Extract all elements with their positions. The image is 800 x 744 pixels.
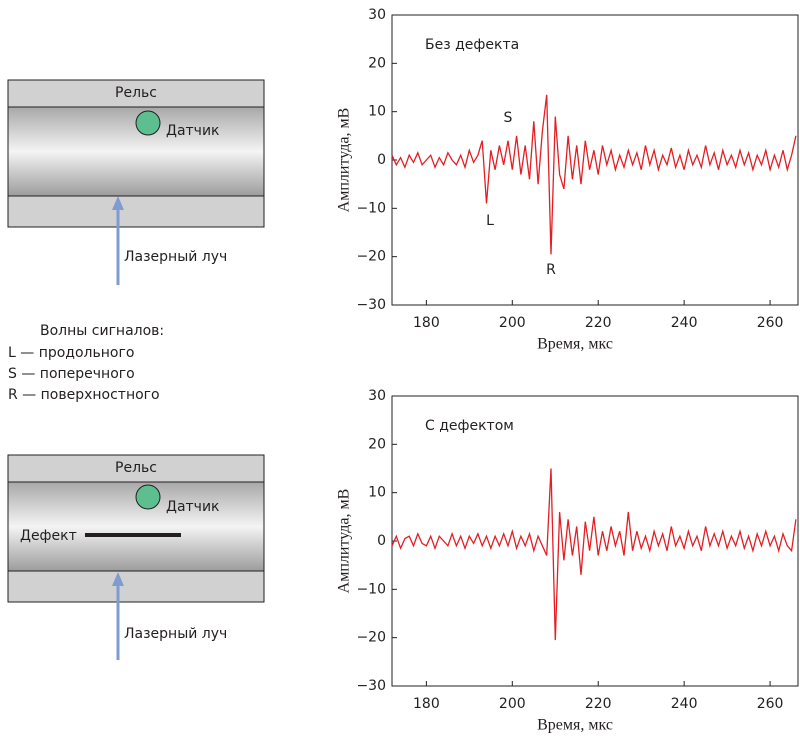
annotation: L	[486, 213, 494, 229]
rail-diagram-defect: Рельс Датчик Дефект Лазерный луч	[7, 454, 265, 660]
y-axis-label: Амплитуда, мВ	[336, 108, 353, 213]
y-tick-label: −30	[356, 678, 386, 694]
defect-label: Дефект	[20, 528, 77, 544]
rail-label: Рельс	[115, 85, 157, 101]
x-tick-label: 240	[671, 315, 698, 331]
x-tick-label: 260	[757, 315, 784, 331]
x-tick-label: 180	[413, 315, 440, 331]
x-tick-label: 200	[499, 696, 526, 712]
wave-l: L — продольного	[8, 345, 134, 361]
annotation: S	[504, 110, 513, 126]
arrow-head	[112, 572, 124, 586]
sensor-label: Датчик	[166, 123, 220, 139]
arrow-head	[112, 196, 124, 210]
rail-top	[7, 454, 265, 483]
y-tick-label: 20	[368, 436, 386, 452]
x-tick-label: 240	[671, 696, 698, 712]
rail-top	[7, 79, 265, 108]
x-axis-label: Время, мкс	[537, 336, 613, 353]
y-tick-label: 30	[368, 388, 386, 404]
chart-title: С дефектом	[425, 418, 514, 434]
y-tick-label: 30	[368, 7, 386, 23]
rail-bottom	[7, 195, 265, 228]
y-axis-label: Амплитуда, мВ	[336, 489, 353, 594]
signal-line	[391, 94, 797, 255]
y-tick-label: −20	[356, 249, 386, 265]
y-tick-label: −10	[356, 200, 386, 216]
sensor	[135, 110, 161, 136]
rail-diagram: Рельс Датчик Лазерный луч	[7, 79, 265, 285]
rail-bottom	[7, 570, 265, 603]
annotation: R	[546, 262, 556, 278]
x-tick-label: 260	[757, 696, 784, 712]
y-tick-label: 20	[368, 55, 386, 71]
sensor-label: Датчик	[166, 499, 220, 515]
y-tick-label: 10	[368, 485, 386, 501]
x-tick-label: 180	[413, 696, 440, 712]
chart-title: Без дефекта	[425, 37, 519, 53]
y-tick-label: 0	[377, 533, 386, 549]
rail-label: Рельс	[115, 460, 157, 476]
y-tick-label: 10	[368, 104, 386, 120]
wave-s: S — поперечного	[8, 366, 135, 382]
y-tick-label: −10	[356, 581, 386, 597]
sensor	[135, 484, 161, 510]
waves-title: Волны сигналов:	[40, 323, 164, 339]
laser-label: Лазерный луч	[124, 626, 227, 642]
x-axis-label: Время, мкс	[537, 717, 613, 734]
y-tick-label: 0	[377, 152, 386, 168]
x-tick-label: 200	[499, 315, 526, 331]
wave-r: R — поверхностного	[8, 387, 160, 403]
signal-line	[391, 468, 797, 641]
y-tick-label: −30	[356, 297, 386, 313]
x-tick-label: 220	[585, 696, 612, 712]
laser-label: Лазерный луч	[124, 249, 227, 265]
y-tick-label: −20	[356, 630, 386, 646]
x-tick-label: 220	[585, 315, 612, 331]
